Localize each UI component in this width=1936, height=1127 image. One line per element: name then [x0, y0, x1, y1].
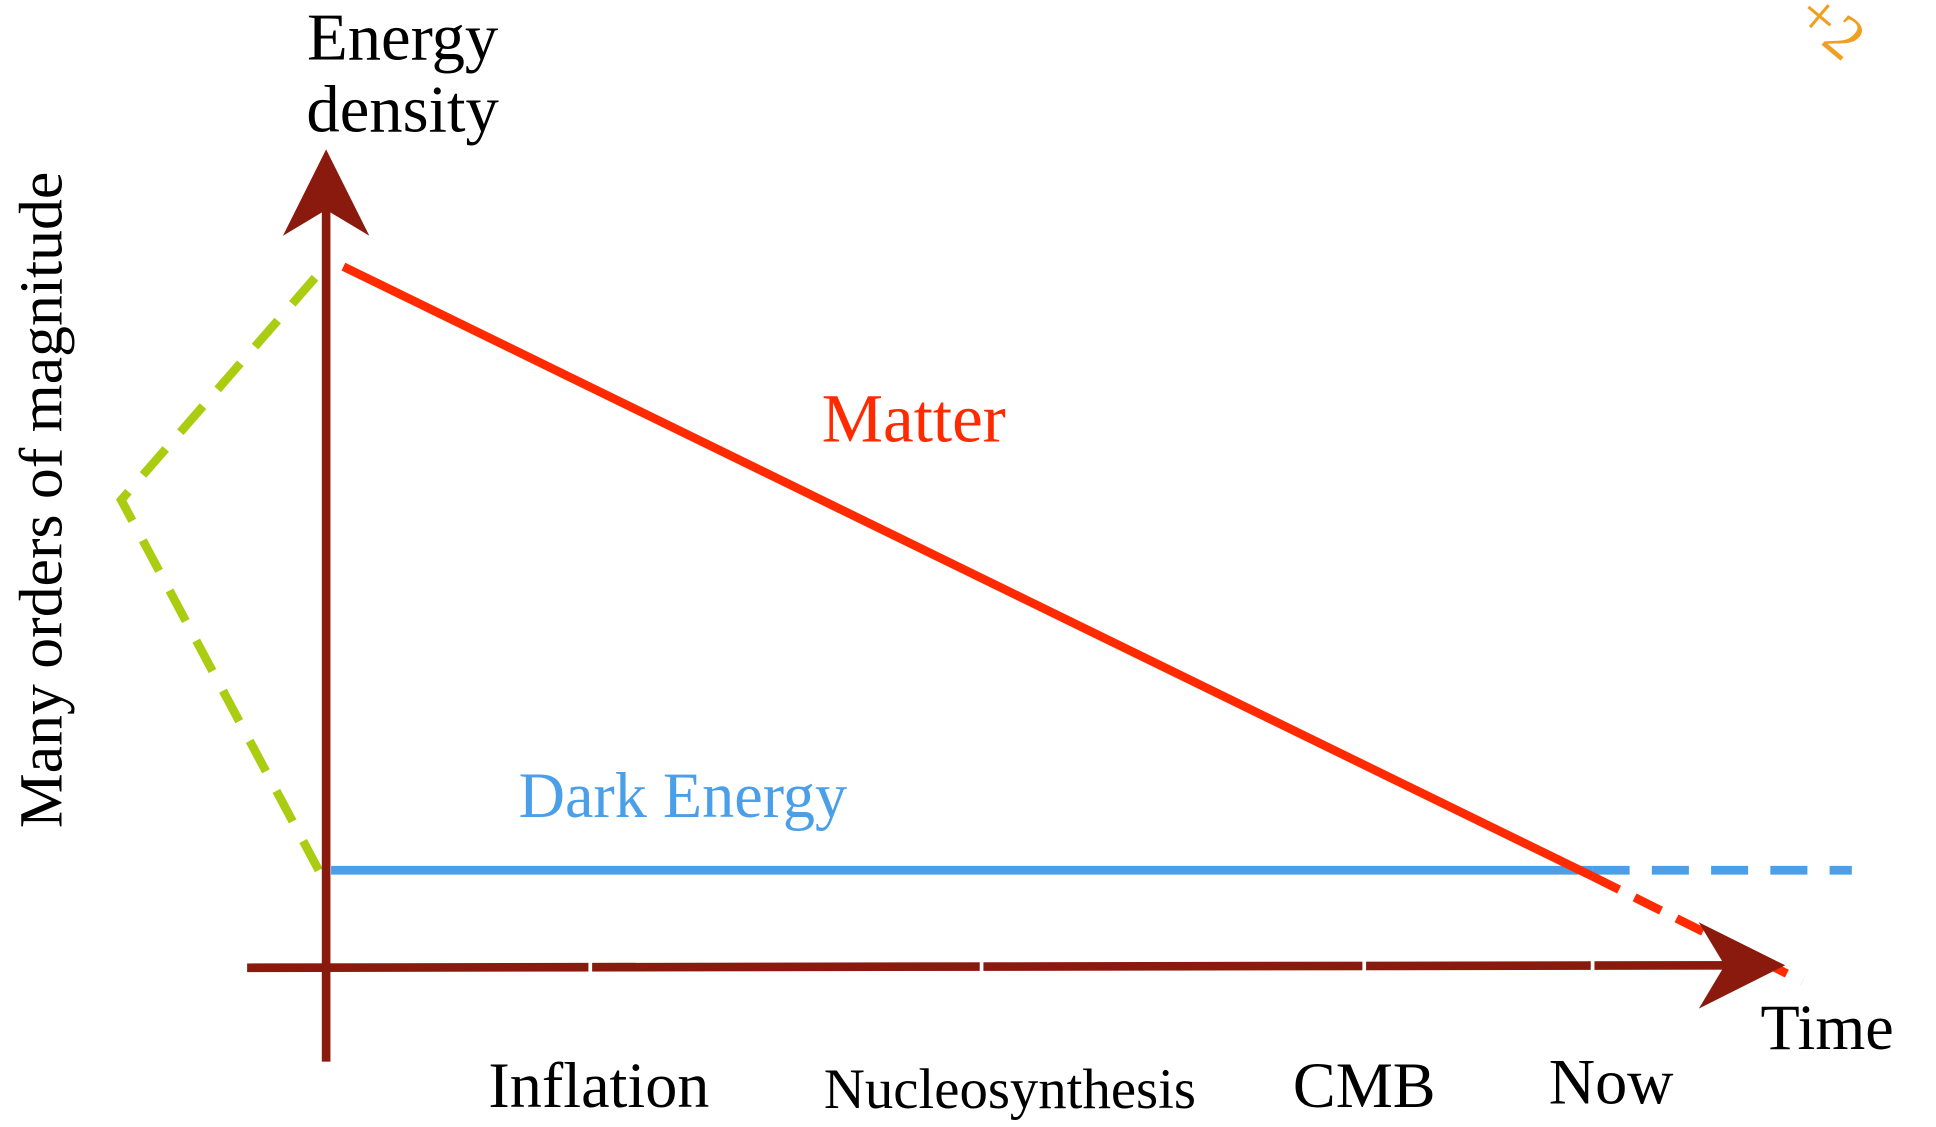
epoch-label: Nucleosynthesis	[824, 1058, 1196, 1121]
dark-energy-label: Dark Energy	[519, 760, 847, 831]
epoch-label: Now	[1549, 1046, 1674, 1117]
x-axis-label: Time	[1761, 992, 1894, 1063]
epoch-label: Inflation	[488, 1050, 709, 1121]
matter-label: Matter	[822, 380, 1006, 457]
corner-annotation: +2	[1784, 0, 1878, 74]
matter-line	[341, 262, 1595, 881]
x-axis-gaps	[588, 960, 1595, 976]
epoch-label: CMB	[1293, 1050, 1436, 1121]
x-axis	[247, 922, 1786, 1009]
y-axis-label: density	[306, 73, 499, 146]
y-axis-label: Energy	[307, 2, 499, 75]
side-label: Many orders of magnitude	[7, 172, 75, 828]
inflation-curve	[115, 274, 323, 873]
